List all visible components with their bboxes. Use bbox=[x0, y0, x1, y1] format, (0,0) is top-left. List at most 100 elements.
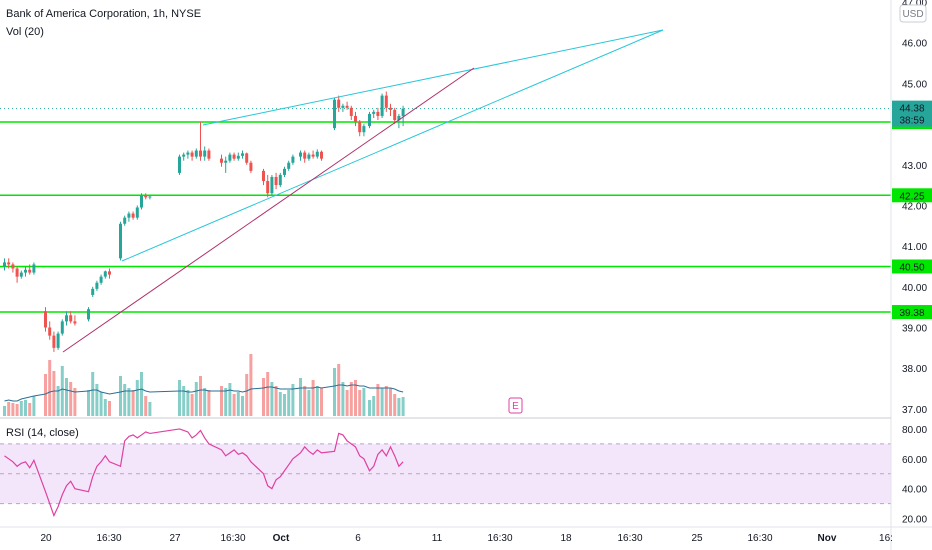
price-axis-tick-label: 40.00 bbox=[902, 283, 927, 294]
candle-body bbox=[320, 151, 323, 159]
volume-ma-line bbox=[4, 384, 404, 402]
volume-bar bbox=[299, 378, 302, 416]
volume-indicator-label[interactable]: Vol (20) bbox=[6, 26, 44, 38]
volume-bar bbox=[393, 394, 397, 416]
candle-body bbox=[287, 162, 291, 169]
volume-bar bbox=[380, 388, 384, 416]
volume-bar bbox=[232, 394, 236, 416]
volume-bar bbox=[103, 399, 107, 416]
rsi-indicator-label[interactable]: RSI (14, close) bbox=[6, 427, 79, 439]
volume-bar bbox=[384, 386, 388, 416]
candle-body bbox=[262, 170, 265, 182]
volume-bar bbox=[245, 374, 249, 416]
price-axis-tick-label: 38.00 bbox=[902, 364, 927, 375]
volume-bar bbox=[320, 388, 323, 416]
candle-body bbox=[245, 153, 249, 163]
time-axis-tick-label: 25 bbox=[691, 533, 703, 544]
channel-lower-line[interactable] bbox=[121, 29, 664, 262]
level-price-badge bbox=[892, 259, 932, 274]
time-axis-tick-label: 16:30 bbox=[617, 533, 642, 544]
candle-body bbox=[337, 99, 341, 108]
candlesticks-layer bbox=[3, 91, 405, 352]
channel-upper-line[interactable] bbox=[202, 29, 664, 126]
candle-body bbox=[56, 333, 60, 348]
time-axis-tick-label: 16:30 bbox=[96, 533, 121, 544]
candle-body bbox=[48, 327, 52, 336]
candle-body bbox=[368, 113, 371, 127]
candle-body bbox=[236, 155, 240, 159]
rising-trend-line[interactable] bbox=[62, 67, 475, 353]
currency-label: USD bbox=[902, 9, 923, 20]
candle-body bbox=[91, 288, 95, 295]
currency-button[interactable]: USD bbox=[899, 4, 927, 23]
volume-bar bbox=[397, 398, 401, 416]
candle-body bbox=[270, 176, 274, 194]
time-axis-tick-label: 16:30 bbox=[220, 533, 245, 544]
volume-bar bbox=[287, 390, 291, 416]
candle-body bbox=[32, 264, 36, 273]
candle-body bbox=[119, 223, 122, 259]
candle-body bbox=[194, 150, 198, 157]
volume-bar bbox=[362, 388, 366, 416]
candle-body bbox=[362, 126, 366, 133]
volume-bar bbox=[333, 368, 336, 416]
candle-body bbox=[372, 111, 376, 114]
volume-bar bbox=[315, 386, 319, 416]
volume-bar bbox=[24, 400, 27, 416]
candle-body bbox=[65, 315, 68, 322]
candle-body bbox=[283, 168, 286, 175]
rsi-axis-tick-label: 20.00 bbox=[902, 515, 927, 526]
time-axis-tick-label: 6 bbox=[355, 533, 361, 544]
trendline-drawings-layer[interactable] bbox=[62, 29, 664, 353]
volume-bar bbox=[91, 372, 95, 416]
volume-bar bbox=[65, 378, 68, 416]
volume-bar bbox=[144, 396, 148, 416]
candle-body bbox=[389, 107, 392, 110]
volume-bar bbox=[69, 382, 73, 416]
bar-countdown-value: 38:59 bbox=[899, 116, 924, 127]
volume-bar bbox=[186, 390, 190, 416]
price-axis-tick-label: 45.00 bbox=[902, 79, 927, 90]
candle-body bbox=[108, 271, 111, 275]
volume-bar bbox=[270, 382, 274, 416]
volume-bar bbox=[354, 380, 357, 416]
level-price-badge bbox=[892, 188, 932, 203]
candle-body bbox=[123, 217, 127, 224]
horizontal-levels-layer[interactable] bbox=[0, 108, 891, 313]
volume-bar bbox=[140, 372, 143, 416]
candle-body bbox=[203, 150, 207, 157]
volume-bar bbox=[48, 360, 52, 416]
candle-body bbox=[182, 154, 186, 157]
candle-body bbox=[69, 315, 73, 322]
candle-body bbox=[190, 152, 194, 157]
candle-body bbox=[358, 122, 362, 133]
time-axis-tick-label: 11 bbox=[432, 533, 443, 544]
candle-body bbox=[393, 109, 397, 121]
candle-body bbox=[303, 152, 307, 159]
volume-bar bbox=[3, 406, 6, 416]
earnings-marker[interactable]: E bbox=[508, 397, 523, 414]
candle-body bbox=[311, 154, 315, 157]
time-axis-tick-label: 16:30 bbox=[487, 533, 512, 544]
volume-bar bbox=[224, 388, 228, 416]
time-axis-tick-label: 27 bbox=[169, 533, 181, 544]
candle-body bbox=[99, 276, 103, 283]
candle-body bbox=[384, 95, 388, 108]
volume-bar bbox=[11, 403, 15, 416]
time-axis-tick-label: Nov bbox=[818, 533, 837, 544]
volume-bar bbox=[358, 390, 362, 416]
volume-bar bbox=[182, 386, 186, 416]
candle-body bbox=[299, 152, 302, 157]
volume-bar bbox=[95, 384, 99, 416]
candle-body bbox=[148, 196, 152, 198]
candle-body bbox=[15, 268, 19, 277]
candle-body bbox=[52, 335, 56, 348]
candle-body bbox=[44, 311, 47, 328]
candle-body bbox=[186, 152, 190, 155]
last-price-badge bbox=[892, 100, 932, 127]
volume-bar bbox=[274, 386, 278, 416]
volume-bar bbox=[131, 390, 135, 416]
volume-bar bbox=[199, 376, 202, 416]
candle-body bbox=[345, 105, 349, 108]
